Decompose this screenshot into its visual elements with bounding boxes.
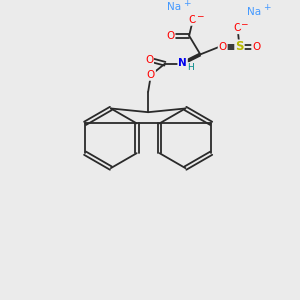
Text: Na: Na [167,2,181,12]
Text: N: N [178,58,187,68]
Text: S: S [235,40,244,53]
Text: −: − [240,19,248,28]
Text: O: O [167,31,175,41]
Text: −: − [196,12,203,21]
Text: +: + [263,3,270,12]
Text: H: H [187,63,194,72]
Text: O: O [252,42,260,52]
Text: O: O [145,55,153,65]
Text: O: O [233,23,242,33]
Text: Na: Na [247,7,262,16]
Text: O: O [147,70,155,80]
Text: O: O [189,15,197,25]
Text: O: O [219,42,227,52]
Text: +: + [183,0,190,8]
